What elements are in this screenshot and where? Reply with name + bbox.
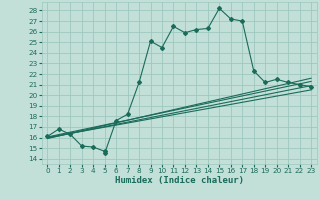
X-axis label: Humidex (Indice chaleur): Humidex (Indice chaleur) [115,176,244,185]
